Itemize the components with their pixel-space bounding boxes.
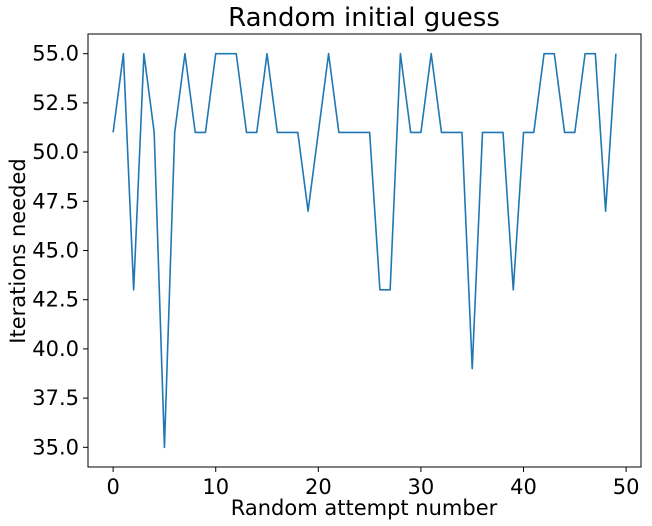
x-tick-label: 50 xyxy=(613,475,640,499)
y-tick-label: 35.0 xyxy=(32,435,79,459)
y-tick-label: 40.0 xyxy=(32,337,79,361)
y-tick-label: 42.5 xyxy=(32,288,79,312)
x-tick-label: 40 xyxy=(510,475,537,499)
y-tick-label: 55.0 xyxy=(32,42,79,66)
plot-area xyxy=(112,52,617,449)
axes: 0 10 20 30 40 50 35.0 37.5 40.0 42.5 45.0 47.5 50.0 5… xyxy=(32,33,642,499)
x-tick-label: 20 xyxy=(305,475,332,499)
chart-title: Random initial guess xyxy=(228,3,500,33)
y-axis-title: Iterations needed xyxy=(6,158,30,343)
x-tick-label: 30 xyxy=(408,475,435,499)
y-tick-label: 37.5 xyxy=(32,386,79,410)
x-tick-label: 0 xyxy=(106,475,119,499)
y-tick-label: 47.5 xyxy=(32,189,79,213)
x-tick-label: 10 xyxy=(202,475,229,499)
series-line-0 xyxy=(112,52,617,449)
x-axis-title: Random attempt number xyxy=(231,496,498,520)
y-tick-label: 50.0 xyxy=(32,140,79,164)
y-tick-label: 45.0 xyxy=(32,239,79,263)
y-tick-label: 52.5 xyxy=(32,91,79,115)
